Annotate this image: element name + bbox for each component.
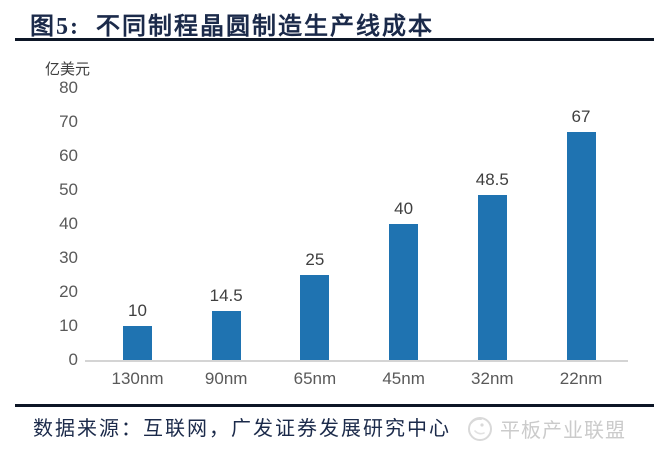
y-tick-label: 40 <box>59 214 78 233</box>
x-category-label: 45nm <box>382 369 425 388</box>
bar-value-label: 40 <box>394 199 414 218</box>
bar-value-label: 67 <box>571 107 591 127</box>
watermark: 平板产业联盟 <box>465 413 626 443</box>
y-tick-label: 60 <box>59 146 78 165</box>
x-category-label: 130nm <box>111 369 164 388</box>
footer-divider <box>15 404 654 407</box>
y-axis-unit-label: 亿美元 <box>45 61 91 78</box>
bar-chart: 亿美元 0 10 20 30 40 50 60 70 80 10 130nm 14.5 90nm 25 65… <box>45 61 628 388</box>
y-tick-label: 30 <box>59 248 78 267</box>
title-divider <box>15 38 654 41</box>
bar <box>123 326 152 360</box>
figure-title-text: 不同制程晶圆制造生产线成本 <box>96 14 434 40</box>
y-tick-label: 50 <box>59 180 78 199</box>
x-category-label: 22nm <box>559 369 603 388</box>
bar-value-label: 10 <box>128 301 147 320</box>
bar-value-label: 48.5 <box>475 170 509 190</box>
bar <box>566 132 596 360</box>
bar <box>389 224 419 360</box>
watermark-text: 平板产业联盟 <box>500 419 626 442</box>
y-tick-label: 0 <box>68 350 78 369</box>
y-tick-label: 80 <box>59 78 78 97</box>
bar <box>300 275 330 360</box>
y-tick-label: 70 <box>59 112 78 131</box>
bar <box>211 310 241 360</box>
bar-value-label: 25 <box>305 250 325 269</box>
bar-value-label: 14.5 <box>209 285 243 305</box>
figure-title: 图5: 不同制程晶圆制造生产线成本 <box>30 6 434 41</box>
y-tick-label: 10 <box>59 316 78 335</box>
figure-number-label: 图5: <box>30 14 80 40</box>
watermark-logo-icon <box>468 417 492 441</box>
x-category-label: 90nm <box>204 369 248 388</box>
data-source-text: 数据来源：互联网，广发证券发展研究中心 <box>33 418 451 440</box>
y-tick-label: 20 <box>59 282 78 301</box>
x-axis-line <box>85 360 628 362</box>
bar <box>477 195 507 360</box>
x-category-label: 32nm <box>471 369 514 388</box>
x-category-label: 65nm <box>293 369 337 388</box>
